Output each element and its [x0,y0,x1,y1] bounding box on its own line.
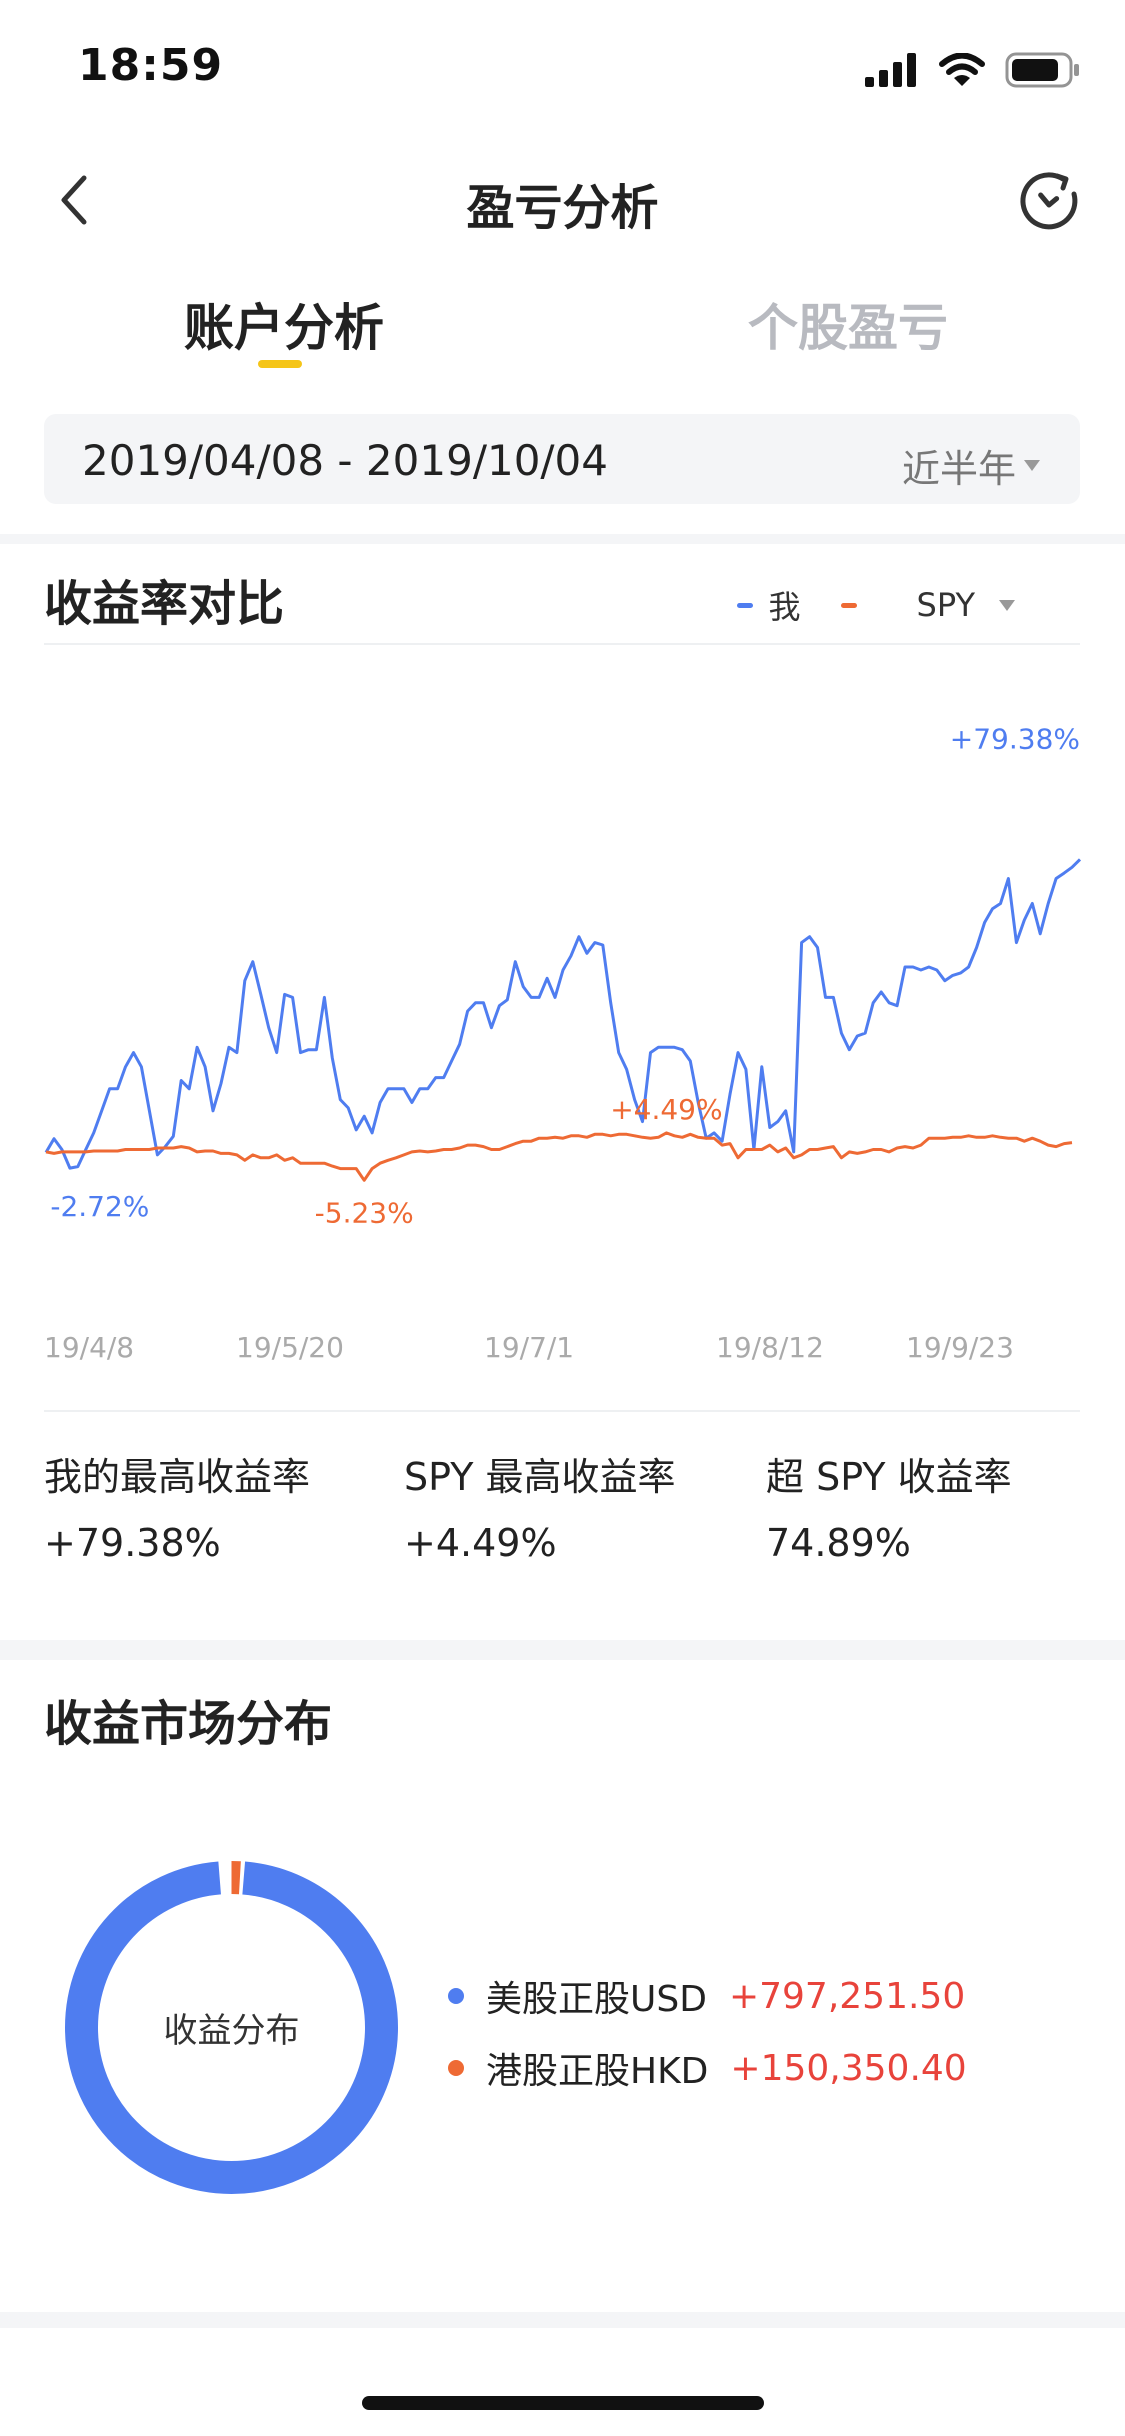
stat-my-max-return: 我的最高收益率 +79.38% [44,1446,310,1565]
section-divider [0,534,1125,544]
nav-bar: 盈亏分析 [0,150,1125,250]
stat-excess-return: 超 SPY 收益率 74.89% [766,1446,1012,1565]
x-tick-label: 19/7/1 [484,1331,574,1364]
stat-value: +79.38% [44,1521,221,1565]
data-label-1: -2.72% [50,1190,149,1223]
section-divider [0,1640,1125,1660]
x-tick-label: 19/5/20 [236,1331,344,1364]
tab-bar: 账户分析 个股盈亏 [0,280,1125,380]
cellular-signal-icon [865,53,916,87]
series-line-me [44,858,1082,1170]
market-name: 港股正股HKD [486,2051,709,2092]
date-range-bar[interactable]: 2019/04/08 - 2019/10/04 近半年 [44,414,1080,504]
period-label: 近半年 [901,447,1016,491]
tab-account-analysis[interactable]: 账户分析 [184,299,384,357]
chart-legend: 我 SPY [697,582,1015,628]
data-label-3: -5.23% [315,1197,414,1230]
status-time: 18:59 [78,40,224,91]
legend-item-me: 我 [736,582,801,628]
stat-spy-max-return: SPY 最高收益率 +4.49% [404,1446,676,1565]
return-line-chart: +79.38% -2.72% +4.49% -5.23% 19/4/8 19/5/20 19… [44,723,1082,1364]
series-line-spy [45,1131,1073,1182]
stat-label: 超 SPY 收益率 [766,1455,1012,1499]
back-button[interactable] [44,170,104,230]
donut-center-label: 收益分布 [163,2011,300,2051]
return-stats: 我的最高收益率 +79.38% SPY 最高收益率 +4.49% 超 SPY 收… [0,1400,1125,1565]
caret-down-icon [1024,460,1040,471]
market-value: +150,350.40 [730,2047,967,2089]
x-tick-label: 19/8/12 [716,1331,824,1364]
legend-label-me: 我 [768,588,801,626]
wifi-icon [939,53,985,86]
distribution-legend: 美股正股USD +797,251.50 港股正股HKD +150,350.40 [448,1960,967,2104]
title-rule [44,643,1080,645]
distribution-row-hk: 港股正股HKD +150,350.40 [448,2032,967,2104]
distribution-row-us: 美股正股USD +797,251.50 [448,1960,967,2032]
battery-icon [1005,52,1079,88]
market-distribution-card: 收益市场分布 收益分布 美股正股USD +797,251.50 港股正股HKD … [0,1660,1125,2320]
chevron-left-icon [61,175,87,225]
return-comparison-card: 收益率对比 我 SPY +79.38% -2.72% +4.49% -5.23% 19/… [0,544,1125,1639]
legend-item-spy[interactable]: SPY [840,586,1015,624]
x-tick-label: 19/4/8 [44,1331,134,1364]
stat-label: SPY 最高收益率 [404,1455,676,1499]
tab-active-indicator [258,360,302,368]
legend-label-spy: SPY [916,586,975,624]
donut-slice-hk [65,1861,398,2194]
x-tick-label: 19/9/23 [906,1331,1014,1364]
status-icons [865,50,1081,90]
legend-swatch-me [736,602,753,608]
legend-dot-hk [448,2060,464,2076]
market-name: 美股正股USD [486,1979,707,2020]
stat-label: 我的最高收益率 [44,1455,311,1499]
data-label-2: +4.49% [610,1093,722,1126]
market-value: +797,251.50 [728,1975,966,2017]
data-label-0: +79.38% [950,723,1080,756]
date-range[interactable]: 2019/04/08 - 2019/10/04 [82,436,609,485]
status-bar: 18:59 [0,0,1125,132]
stats-top-rule [44,1410,1080,1412]
stat-value: +4.49% [404,1521,557,1565]
donut-slice-us [65,1861,398,2194]
donut-chart [65,1861,398,2194]
home-indicator[interactable] [362,2396,764,2410]
distribution-donut: 收益分布 [64,1860,399,2195]
distribution-title: 收益市场分布 [44,1696,333,1752]
tab-stock-pnl[interactable]: 个股盈亏 [748,299,948,357]
legend-dot-us [448,1988,464,2004]
page-title: 盈亏分析 [466,180,659,236]
refresh-clock-icon [1020,172,1078,230]
period-dropdown[interactable]: 近半年 [902,438,1040,493]
section-divider [0,2312,1125,2328]
benchmark-caret-icon[interactable] [999,599,1015,611]
stat-value: 74.89% [766,1521,911,1565]
chart-section-title: 收益率对比 [44,576,285,632]
legend-swatch-spy [840,602,857,608]
refresh-button[interactable] [1017,170,1081,234]
